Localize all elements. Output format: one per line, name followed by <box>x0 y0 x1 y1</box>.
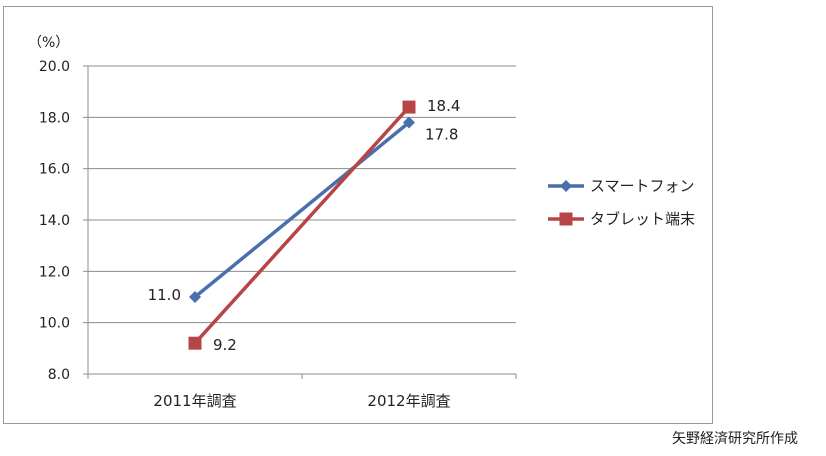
chart-frame <box>3 6 713 424</box>
data-point <box>403 116 415 129</box>
y-tick-label: 16.0 <box>39 162 70 178</box>
data-label: 9.2 <box>213 336 237 354</box>
series-line <box>193 121 411 299</box>
data-point <box>402 100 416 114</box>
data-label: 18.4 <box>427 97 460 115</box>
y-tick-label: 10.0 <box>39 316 70 332</box>
y-tick-label: 12.0 <box>39 264 70 280</box>
y-tick-label: 14.0 <box>39 213 70 229</box>
y-unit-label: （%） <box>28 35 69 51</box>
legend-label: タブレット端末 <box>590 210 695 228</box>
series <box>188 100 416 350</box>
data-labels: 11.0 17.8 9.2 18.4 <box>148 97 461 354</box>
x-tick-label: 2011年調査 <box>153 392 236 410</box>
gridlines <box>88 65 516 324</box>
legend-marker <box>559 212 573 226</box>
source-note: 矢野経済研究所作成 <box>672 431 798 447</box>
data-point <box>189 291 201 303</box>
data-point <box>188 336 202 350</box>
x-tick-labels: 2011年調査 2012年調査 <box>153 392 450 410</box>
legend-label: スマートフォン <box>590 177 695 195</box>
y-tick-label: 18.0 <box>39 110 70 126</box>
x-tick-label: 2012年調査 <box>367 392 450 410</box>
y-tick-label: 20.0 <box>39 59 70 75</box>
y-tick-labels: 8.0 10.0 12.0 14.0 16.0 18.0 20.0 <box>39 59 70 383</box>
axes <box>83 65 517 379</box>
series-line <box>193 105 411 345</box>
data-label: 11.0 <box>148 286 181 304</box>
data-label: 17.8 <box>425 125 458 143</box>
y-tick-label: 8.0 <box>48 367 70 383</box>
legend-marker <box>560 180 572 192</box>
